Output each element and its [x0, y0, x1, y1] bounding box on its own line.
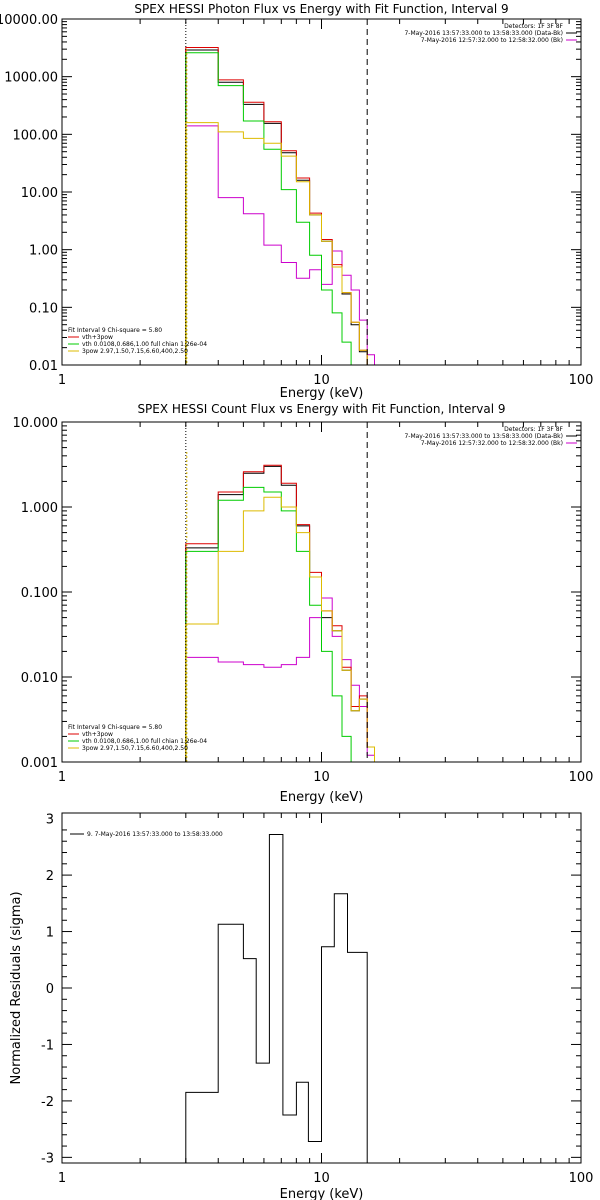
- legend-bottom-left-entry: 3pow 2.97,1.50,7.15,6.60,400,2.50: [82, 348, 188, 355]
- legend-bottom-left-entry: vth 0.0108,0.686,1.00 full chian 1.26e-0…: [82, 738, 207, 745]
- y-tick-label: 1.000: [21, 501, 58, 516]
- x-tick-label: 100: [569, 1171, 594, 1186]
- series-line-4: [185, 486, 352, 762]
- x-tick-label: 1: [58, 373, 66, 388]
- series-line-3: [185, 464, 375, 762]
- y-tick-label: 1000.00: [4, 71, 58, 86]
- series-line-2: [185, 125, 375, 365]
- legend-top-right-entry: 7-May-2016 12:57:32.000 to 12:58:32.000 …: [421, 37, 563, 44]
- y-tick-label: 10.00: [21, 186, 58, 201]
- legend-top-right-entry: 7-May-2016 13:57:33.000 to 13:58:33.000 …: [404, 30, 563, 37]
- series-line-5: [185, 122, 368, 365]
- y-tick-label: 1.00: [29, 244, 58, 259]
- legend-top-right-entry: 7-May-2016 13:57:33.000 to 13:58:33.000 …: [404, 433, 563, 440]
- x-axis-label: Energy (keV): [280, 790, 364, 805]
- x-tick-label: 10: [313, 770, 330, 785]
- series-group: [185, 47, 375, 365]
- y-tick-label: 0.01: [29, 359, 58, 374]
- x-tick-label: 100: [569, 770, 594, 785]
- chart-panel-1: SPEX HESSI Photon Flux vs Energy with Fi…: [0, 2, 594, 401]
- chart-panel-3: 1 10 100 -3 -2 -1 0 1 2 3 Energy (keV) Normalized R…: [9, 812, 594, 1200]
- x-tick-label: 1: [58, 1171, 66, 1186]
- series-group: [185, 464, 375, 762]
- y-tick-label: 0.001: [21, 756, 58, 771]
- y-tick-label: 0: [46, 982, 54, 997]
- chart-panel-2: SPEX HESSI Count Flux vs Energy with Fit…: [13, 402, 594, 805]
- legend-top-right-entry: 7-May-2016 12:57:32.000 to 12:58:32.000 …: [421, 440, 563, 447]
- y-tick-label: 10.000: [13, 416, 59, 431]
- x-tick-label: 1: [58, 770, 66, 785]
- chart-title: SPEX HESSI Count Flux vs Energy with Fit…: [137, 402, 505, 416]
- chart-title: SPEX HESSI Photon Flux vs Energy with Fi…: [134, 2, 508, 16]
- y-tick-label: -2: [41, 1095, 54, 1110]
- y-axis-label: Normalized Residuals (sigma): [9, 891, 24, 1084]
- legend-top-right-entry: Detectors: 1F 3F 8F: [504, 23, 563, 30]
- y-tick-label: 3: [46, 813, 54, 828]
- y-tick-label: 10000.00: [0, 13, 58, 28]
- series-line-1: [185, 465, 375, 762]
- y-tick-label: -3: [41, 1151, 54, 1166]
- legend-bottom-left-entry: 3pow 2.97,1.50,7.15,6.60,400,2.50: [82, 745, 188, 752]
- plot-frame: [61, 18, 582, 366]
- series-line-1: [185, 834, 368, 1163]
- x-axis-label: Energy (keV): [280, 386, 364, 401]
- series-line-4: [185, 52, 352, 365]
- legend-bottom-left-entry: vth+3pow: [82, 731, 113, 738]
- series-line-5: [185, 496, 375, 762]
- legend-top-left-entry: 9. 7-May-2016 13:57:33.000 to 13:58:33.0…: [87, 831, 223, 838]
- series-line-1: [185, 49, 368, 365]
- legend-bottom-left-entry: Fit Interval 9 Chi-square = 5.80: [68, 724, 162, 731]
- y-tick-label: 0.100: [21, 586, 58, 601]
- y-tick-label: 2: [46, 869, 54, 884]
- y-tick-label: 1: [46, 926, 54, 941]
- series-line-2: [185, 597, 375, 762]
- legend-bottom-left-entry: vth 0.0108,0.686,1.00 full chian 1.26e-0…: [82, 341, 207, 348]
- x-tick-label: 10: [313, 373, 330, 388]
- legend-top-right-entry: Detectors: 1F 3F 8F: [504, 426, 563, 433]
- series-line-3: [185, 47, 368, 365]
- y-tick-label: 0.10: [29, 301, 58, 316]
- y-tick-label: -1: [41, 1038, 54, 1053]
- y-tick-label: 0.010: [21, 671, 58, 686]
- legend-bottom-left-entry: vth+3pow: [82, 334, 113, 341]
- x-tick-label: 100: [569, 373, 594, 388]
- series-group: [185, 834, 368, 1163]
- x-axis-label: Energy (keV): [280, 1187, 364, 1200]
- x-tick-label: 10: [313, 1171, 330, 1186]
- legend-bottom-left-entry: Fit Interval 9 Chi-square = 5.80: [68, 327, 162, 334]
- y-tick-label: 100.00: [13, 128, 59, 143]
